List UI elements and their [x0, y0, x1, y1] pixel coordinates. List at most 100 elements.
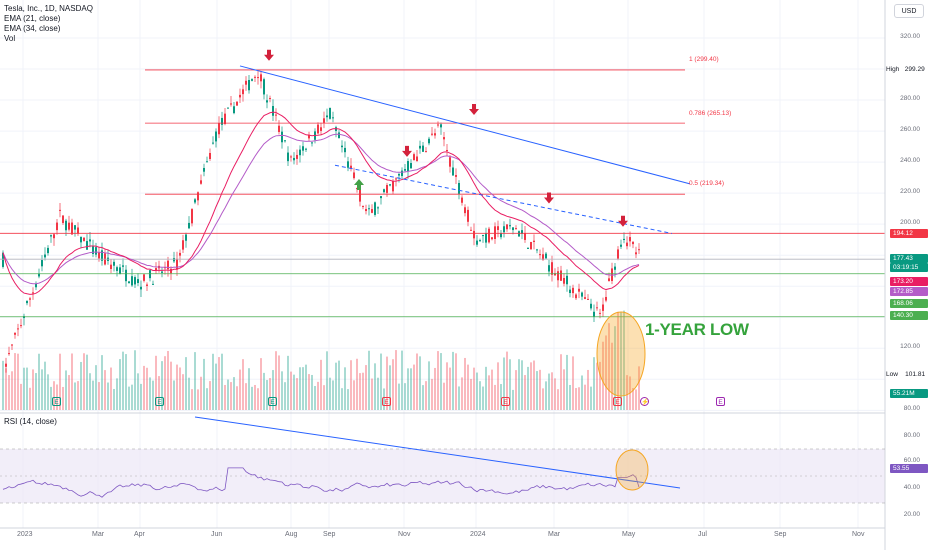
- candle: [248, 79, 250, 91]
- candle: [368, 208, 370, 210]
- volume-bar: [572, 356, 574, 410]
- candle: [398, 173, 400, 176]
- candle: [341, 145, 343, 148]
- volume-bar: [470, 378, 472, 410]
- price-tick: 320.00: [900, 33, 920, 40]
- earnings-icon[interactable]: E: [716, 397, 725, 406]
- candle: [290, 156, 292, 158]
- earnings-icon[interactable]: E: [501, 397, 510, 406]
- candle: [599, 312, 601, 314]
- earnings-icon[interactable]: E: [382, 397, 391, 406]
- candle: [578, 288, 580, 292]
- candle: [329, 107, 331, 119]
- volume-tag: 55.21M: [890, 389, 928, 398]
- rsi-line: [2, 467, 640, 498]
- candle: [344, 147, 346, 153]
- time-tick: Mar: [92, 531, 105, 538]
- down-arrow-icon: [469, 104, 479, 116]
- volume-bar: [533, 360, 535, 410]
- rsi-axis[interactable]: 80.00 60.00 40.00 20.00: [885, 413, 932, 533]
- currency-button[interactable]: USD: [894, 4, 924, 18]
- candle: [68, 222, 70, 230]
- candle: [50, 235, 52, 237]
- candle: [53, 234, 55, 239]
- candle: [638, 249, 640, 251]
- candle: [206, 161, 208, 163]
- volume-bar: [491, 369, 493, 410]
- rsi-legend[interactable]: RSI (14, close): [4, 417, 57, 426]
- price-tick: 120.00: [900, 343, 920, 350]
- arrows: [264, 49, 628, 227]
- volume-bar: [23, 367, 25, 410]
- volume-bar: [569, 384, 571, 410]
- volume-bar: [443, 382, 445, 410]
- volume-bar: [86, 354, 88, 410]
- candle: [155, 268, 157, 271]
- candle: [428, 138, 430, 144]
- volume-bar: [518, 359, 520, 410]
- volume-bar: [314, 386, 316, 410]
- volume-bar: [272, 370, 274, 410]
- volume-bar: [548, 373, 550, 410]
- volume-bar: [209, 381, 211, 410]
- vol-legend[interactable]: Vol: [4, 34, 16, 43]
- price-axis[interactable]: 320.00 280.00 260.00 240.00 220.00 200.0…: [885, 0, 932, 413]
- volume-bar: [71, 353, 73, 410]
- time-tick: Jul: [698, 531, 707, 538]
- candle: [320, 127, 322, 131]
- last-price-tag: 177.43: [890, 254, 928, 263]
- volume-bar: [626, 375, 628, 410]
- volume-bar: [44, 361, 46, 410]
- candle: [359, 189, 361, 202]
- candle: [395, 178, 397, 180]
- earnings-icon[interactable]: E: [268, 397, 277, 406]
- candle: [293, 157, 295, 161]
- ema34-legend[interactable]: EMA (34, close): [4, 24, 61, 33]
- symbol-legend[interactable]: Tesla, Inc., 1D, NASDAQ: [4, 4, 93, 13]
- candle: [338, 132, 340, 139]
- volume-bar: [488, 375, 490, 410]
- candle: [419, 145, 421, 149]
- candle: [404, 169, 406, 171]
- volume-bar: [512, 389, 514, 410]
- candle: [182, 240, 184, 250]
- volume-bar: [26, 367, 28, 410]
- candle: [170, 268, 172, 274]
- candle: [473, 230, 475, 239]
- candle: [233, 106, 235, 114]
- candle: [119, 267, 121, 274]
- candle: [101, 250, 103, 261]
- price-tick: 80.00: [903, 405, 920, 412]
- volume-bar: [602, 341, 604, 410]
- volume-bar: [8, 375, 10, 410]
- candle: [521, 230, 523, 234]
- earnings-icon[interactable]: E: [52, 397, 61, 406]
- candle: [425, 151, 427, 153]
- volume-bar: [386, 356, 388, 410]
- volume-bar: [287, 355, 289, 410]
- volume-bar: [560, 354, 562, 410]
- earnings-icon[interactable]: E: [613, 397, 622, 406]
- dividend-lightning-icon[interactable]: ⚡: [640, 397, 650, 406]
- volume-bar: [59, 353, 61, 410]
- volume-bar: [356, 358, 358, 410]
- volume-bar: [557, 389, 559, 410]
- volume-bar: [221, 353, 223, 410]
- volume-bar: [425, 381, 427, 410]
- candle: [110, 264, 112, 270]
- time-tick: May: [622, 531, 636, 538]
- candle: [623, 238, 625, 241]
- volume-bar: [542, 388, 544, 410]
- earnings-icon[interactable]: E: [155, 397, 164, 406]
- volume-bar: [17, 353, 19, 410]
- grid: [0, 0, 885, 528]
- volume-bar: [590, 386, 592, 410]
- ema21-legend[interactable]: EMA (21, close): [4, 14, 61, 23]
- rsi-tag: 53.55: [890, 464, 928, 473]
- candle: [626, 242, 628, 247]
- candle: [251, 79, 253, 81]
- candle: [572, 287, 574, 294]
- volume-bar: [527, 366, 529, 410]
- volume-bar: [620, 312, 622, 410]
